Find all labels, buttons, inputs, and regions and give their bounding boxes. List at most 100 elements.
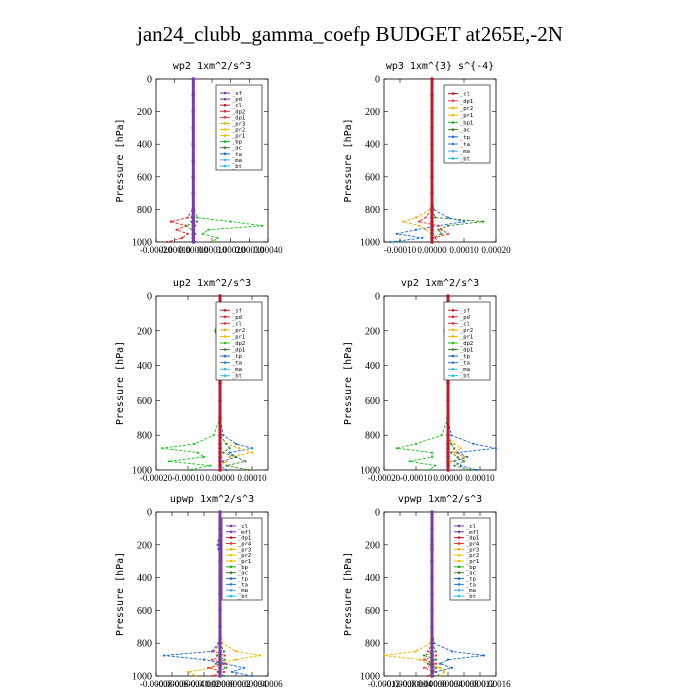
data-point	[218, 398, 222, 403]
data-point	[201, 232, 204, 235]
data-point	[469, 468, 472, 472]
y-tick-label: 1000	[132, 238, 152, 249]
series-dp2-line	[162, 296, 221, 471]
y-tick-label: 800	[137, 431, 152, 442]
x-tick-label: 0.00004	[433, 679, 463, 689]
legend-marker	[223, 374, 227, 378]
legend-marker	[451, 354, 455, 358]
data-point	[414, 442, 418, 445]
data-point	[446, 381, 450, 385]
data-point	[191, 126, 196, 130]
data-point	[218, 575, 222, 580]
legend-marker	[451, 361, 455, 364]
data-point	[222, 650, 226, 653]
data-point	[456, 451, 459, 454]
data-point	[162, 654, 166, 657]
legend-label: _tp	[232, 354, 242, 360]
data-point	[434, 670, 438, 674]
data-point	[218, 547, 222, 551]
y-tick-label: 600	[137, 606, 152, 617]
legend-marker	[223, 335, 227, 338]
data-point	[191, 109, 196, 114]
legend-label: _tp	[238, 577, 248, 583]
panel-4: vp2 1xm^2/s^3 Pressure [hPa] 0 200 400 600 800…	[343, 278, 498, 483]
data-point	[196, 451, 199, 454]
series-cl-group	[218, 510, 222, 678]
data-point	[466, 455, 469, 459]
legend-marker	[229, 571, 233, 574]
data-point	[195, 220, 199, 223]
legend-label: _pr3	[466, 547, 479, 553]
data-point	[191, 207, 196, 212]
legend-marker	[229, 524, 233, 528]
panel-title: vp2 1xm^2/s^3	[401, 278, 479, 289]
legend-marker	[451, 308, 455, 312]
legend: _cl_dp1_pr2_pr1_bp1 _ac_tp_ta_ma_bt	[443, 84, 491, 164]
x-tick-label: 0.00008	[449, 679, 479, 689]
data-point	[221, 642, 224, 645]
legend-marker	[229, 542, 233, 545]
data-point	[430, 215, 434, 220]
data-point	[225, 666, 228, 669]
legend-marker	[451, 322, 455, 325]
data-point	[191, 158, 196, 163]
data-point	[450, 666, 454, 669]
data-point	[218, 463, 222, 468]
data-point	[430, 592, 434, 596]
data-point	[494, 447, 498, 450]
data-point	[191, 215, 196, 220]
x-tick-label: 0.00030	[235, 245, 265, 255]
data-point	[430, 657, 434, 662]
x-tick-label: -0.00008	[140, 679, 173, 689]
legend-marker	[223, 158, 227, 162]
data-point	[218, 381, 222, 385]
data-point	[438, 666, 442, 669]
y-tick-label: 800	[137, 205, 152, 216]
data-point	[482, 654, 486, 657]
legend-label: _cl	[238, 524, 248, 530]
x-tick-label: 0.00002	[221, 679, 250, 689]
legend-marker	[457, 594, 461, 598]
data-point	[414, 216, 418, 219]
series-cl-group	[430, 510, 434, 678]
data-point	[430, 661, 434, 666]
legend-marker	[457, 588, 461, 592]
legend-label: _dp1	[466, 536, 479, 542]
data-point	[210, 658, 214, 661]
data-point	[434, 666, 438, 669]
legend-marker	[229, 577, 233, 580]
data-point	[426, 662, 430, 665]
legend-label: _mfl	[466, 530, 479, 536]
panel-title: wp3 1xm^{3} s^{-4}	[386, 61, 494, 72]
x-tick-label: 0.00004	[237, 679, 267, 689]
x-tick-label: 0.00012	[465, 679, 494, 689]
y-tick-label: 800	[365, 205, 380, 216]
data-point	[218, 294, 222, 298]
data-point	[234, 442, 238, 445]
legend-label: _dp1	[232, 348, 245, 354]
x-tick-label: 0.00016	[481, 679, 511, 689]
data-point	[382, 654, 386, 657]
data-point	[446, 658, 450, 661]
data-point	[440, 434, 443, 437]
legend-label: _ta	[232, 152, 242, 158]
data-point	[418, 224, 421, 227]
data-point	[446, 455, 450, 459]
data-point	[223, 654, 226, 657]
data-point	[408, 460, 411, 463]
data-point	[191, 236, 196, 240]
data-point	[218, 641, 222, 645]
legend-marker	[223, 348, 227, 351]
data-point	[222, 451, 225, 454]
data-point	[218, 653, 222, 658]
legend-label: _cl	[232, 103, 242, 109]
legend-label: _dp2	[460, 341, 473, 347]
data-point	[261, 224, 264, 227]
data-point	[247, 468, 250, 472]
data-point	[453, 464, 456, 467]
series-pr2-group	[401, 77, 434, 244]
legend-marker	[223, 109, 227, 113]
x-tick-label: 0.00000	[417, 679, 447, 689]
x-tick-label: 0.00040	[253, 245, 283, 255]
legend-label: _pr1	[232, 134, 245, 140]
